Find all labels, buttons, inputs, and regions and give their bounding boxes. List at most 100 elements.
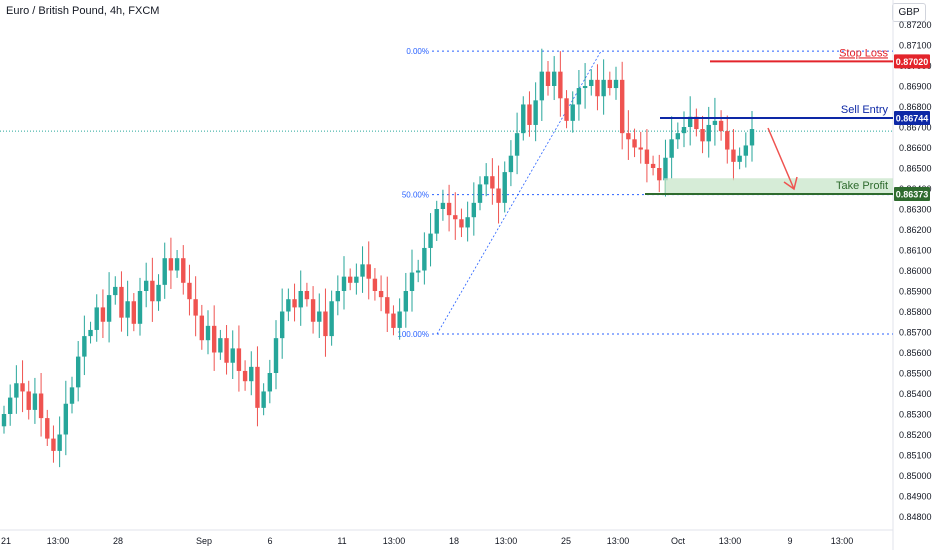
candle (385, 276, 390, 332)
candle-body (483, 176, 489, 185)
candle-body (372, 278, 378, 291)
price-tick-label: 0.86300 (899, 205, 932, 215)
fib-level-label: 0.00% (406, 47, 429, 56)
candle (638, 131, 643, 164)
candle (150, 257, 155, 322)
candle (14, 365, 19, 414)
candle-body (632, 139, 637, 148)
price-axis: 0.872000.871000.870000.869000.868000.867… (899, 20, 932, 522)
candle-body (341, 276, 347, 291)
price-tick-label: 0.84800 (899, 512, 932, 522)
price-tick-label: 0.86500 (899, 164, 932, 174)
candle (26, 380, 31, 420)
time-axis: 21 13:00 28 Sep 6 11 13:00 18 13:00 25 13:00 Oct 13:… (1, 536, 853, 546)
candle (156, 274, 161, 311)
time-tick-label: 18 (449, 536, 459, 546)
candle (657, 154, 662, 193)
candle-body (193, 299, 198, 316)
candle-body (347, 276, 353, 283)
candle (496, 165, 501, 224)
candle-body (650, 163, 656, 168)
candle-body (564, 98, 569, 121)
price-tick-label: 0.84900 (899, 492, 932, 502)
candle (459, 208, 464, 238)
candle (236, 325, 242, 392)
price-tick-label: 0.85800 (899, 307, 932, 317)
candle-body (82, 336, 87, 357)
price-tick-label: 0.87100 (899, 41, 932, 51)
price-tick-label: 0.85600 (899, 348, 932, 358)
candle-body (230, 348, 235, 363)
fib-trend-line (436, 50, 602, 335)
candle-body (687, 116, 693, 127)
candle (731, 129, 736, 181)
candle-body (589, 79, 594, 86)
candle-body (409, 272, 415, 291)
candle (601, 59, 606, 115)
candle-body (267, 373, 273, 392)
candle-body (508, 155, 514, 173)
candle (181, 245, 186, 295)
candle (162, 242, 167, 299)
candle (551, 56, 557, 101)
candle (131, 293, 137, 332)
candle-body (273, 338, 279, 373)
candle (267, 359, 273, 404)
candle (533, 82, 538, 142)
candle-body (249, 366, 254, 382)
candle-body (749, 129, 755, 146)
candle-body (69, 387, 75, 404)
candle-body (187, 282, 192, 300)
candle (681, 111, 687, 148)
candle (317, 293, 322, 338)
candle (613, 66, 619, 100)
candle-body (224, 338, 229, 363)
candle-body (75, 356, 81, 388)
candle (187, 264, 192, 316)
candle (477, 176, 483, 211)
take-profit-label: Take Profit (836, 180, 888, 192)
candle-body (211, 325, 217, 353)
candle-body (310, 299, 316, 322)
candle (471, 182, 477, 236)
candle-body (143, 280, 149, 291)
candle (1, 405, 7, 434)
candle (415, 259, 421, 283)
candle (718, 110, 724, 141)
candle (644, 129, 650, 183)
price-tick-label: 0.86600 (899, 143, 932, 153)
candle-body (125, 301, 130, 318)
candle (261, 383, 266, 416)
candle (7, 384, 13, 426)
candle-body (279, 311, 285, 339)
time-tick-label: 28 (113, 536, 123, 546)
candle (558, 51, 563, 117)
candle (75, 341, 81, 402)
candle (403, 272, 409, 328)
candle (347, 268, 353, 291)
time-tick-label: 6 (267, 536, 272, 546)
candles (1, 48, 755, 468)
candle-body (106, 295, 112, 322)
candle-body (242, 370, 248, 382)
candle-body (496, 188, 501, 203)
candle-body (428, 233, 433, 248)
candle (230, 330, 235, 379)
candle (100, 289, 106, 338)
candle (669, 116, 674, 179)
candle (249, 351, 254, 396)
candle-body (317, 311, 322, 322)
candle-body (329, 301, 334, 337)
time-tick-label: 13:00 (495, 536, 518, 546)
candle-body (57, 434, 62, 451)
candle-body (298, 291, 303, 308)
candle-body (490, 176, 495, 189)
candle (378, 275, 384, 312)
candle (725, 115, 730, 164)
sell-entry-annotation: Sell Entry 0.86744 (660, 104, 930, 125)
take-profit-price-label: 0.86373 (896, 190, 929, 200)
candle-body (644, 149, 650, 164)
candle (712, 97, 718, 146)
price-tick-label: 0.86900 (899, 82, 932, 92)
